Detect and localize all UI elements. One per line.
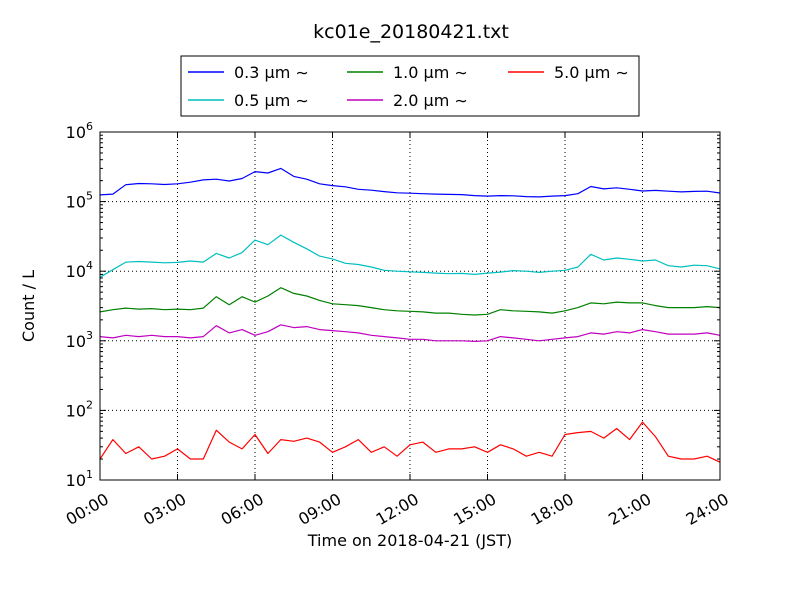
y-tick-label: 102 bbox=[66, 398, 93, 420]
legend-label-2: 1.0 μm ∼ bbox=[393, 63, 468, 82]
series-line-0 bbox=[99, 167, 721, 198]
y-tick-label: 101 bbox=[66, 468, 93, 490]
y-tick-label: 103 bbox=[66, 329, 93, 351]
legend-label-4: 5.0 μm ∼ bbox=[554, 63, 629, 82]
y-tick-label: 105 bbox=[66, 190, 93, 212]
chart-title: kc01e_20180421.txt bbox=[313, 21, 509, 43]
legend: 0.3 μm ∼ 0.5 μm ∼ 1.0 μm ∼ 2.0 μm ∼ 5.0 μm ∼ bbox=[180, 55, 640, 117]
grid-lines bbox=[100, 132, 720, 480]
axis-ticks bbox=[99, 131, 721, 481]
legend-label-0: 0.3 μm ∼ bbox=[234, 63, 309, 82]
legend-label-3: 2.0 μm ∼ bbox=[393, 91, 468, 110]
y-tick-label: 104 bbox=[66, 259, 93, 281]
legend-label-1: 0.5 μm ∼ bbox=[234, 91, 309, 110]
x-axis-label: Time on 2018-04-21 (JST) bbox=[307, 531, 512, 550]
series-line-1 bbox=[99, 234, 721, 278]
data-series bbox=[99, 167, 721, 463]
y-axis-label: Count / L bbox=[19, 270, 38, 342]
y-tick-labels: 101 102 103 104 105 106 bbox=[66, 120, 93, 490]
series-line-2 bbox=[99, 287, 721, 316]
y-tick-label: 106 bbox=[66, 120, 93, 142]
series-line-4 bbox=[99, 421, 721, 463]
legend-box bbox=[180, 55, 640, 117]
series-line-3 bbox=[99, 324, 721, 342]
